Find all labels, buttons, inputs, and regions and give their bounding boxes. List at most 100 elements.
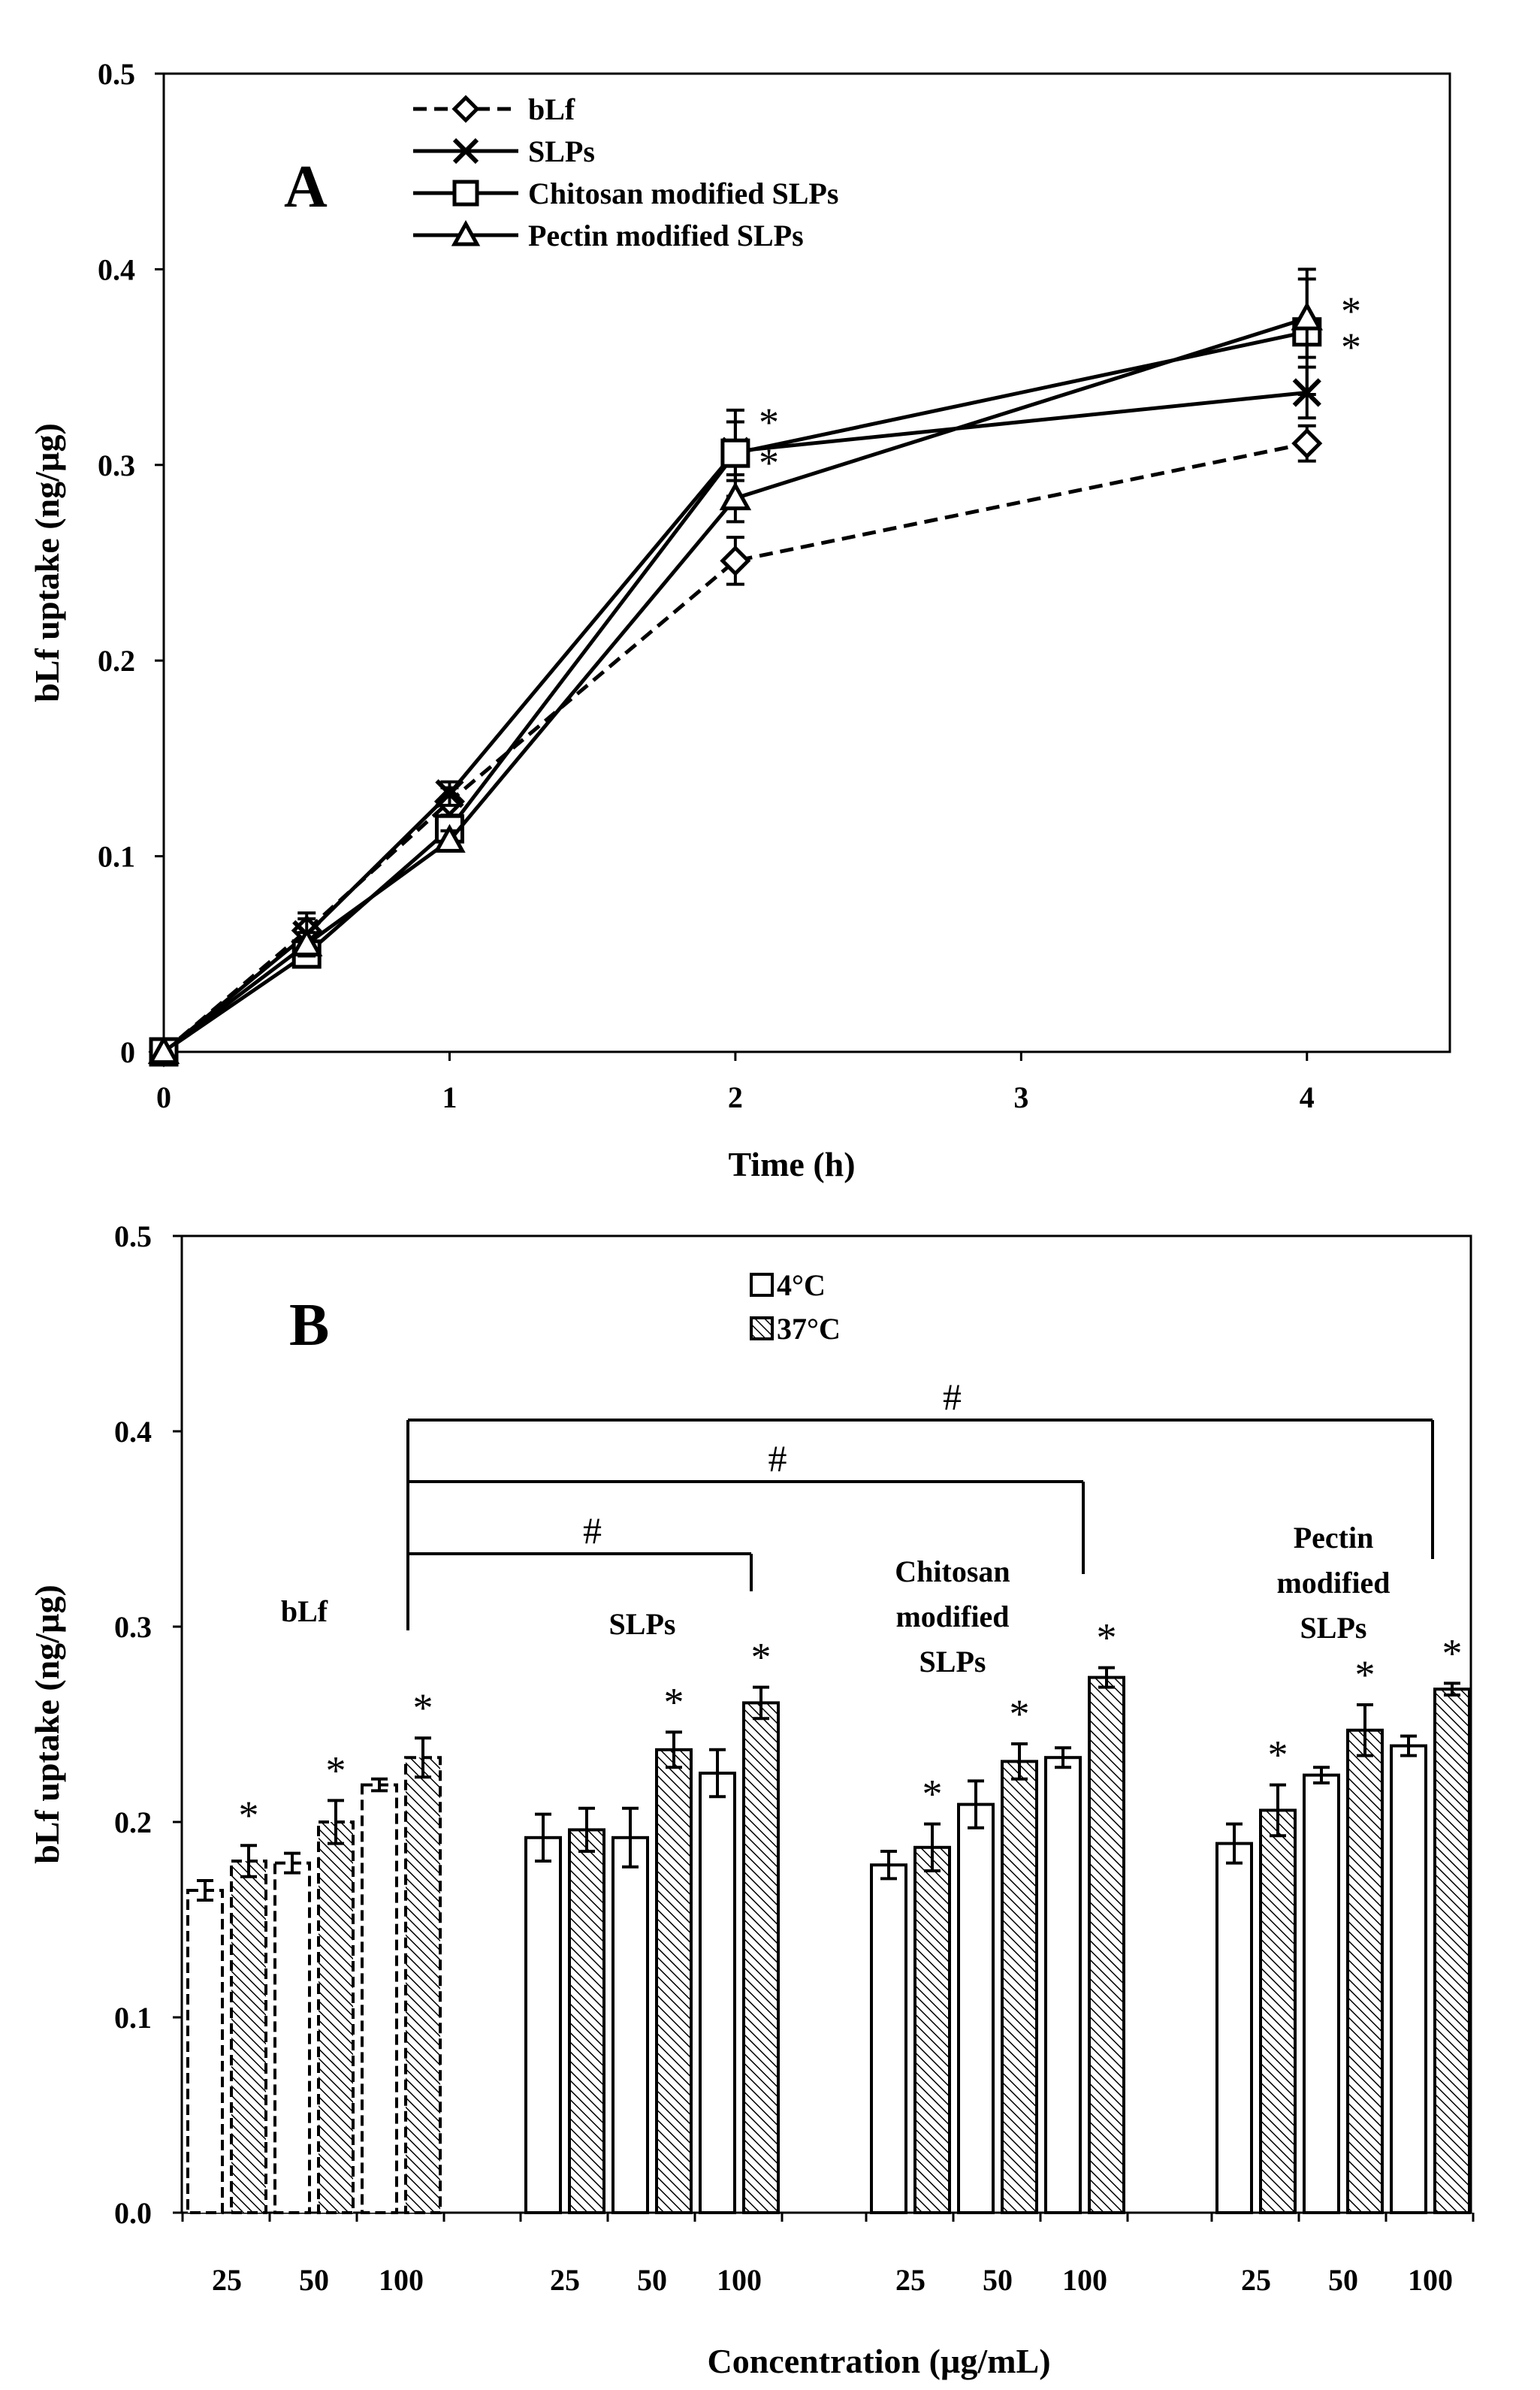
bar-37c (1259, 1808, 1297, 2214)
x-axis-title-a: Time (h) (728, 1145, 855, 1183)
significance-star-b: * (239, 1793, 259, 1838)
significance-star-b: * (1355, 1652, 1375, 1697)
bar-4c (1044, 1756, 1082, 2214)
marker-triangle (433, 823, 466, 853)
significance-star-a: * (759, 400, 779, 445)
y-tick-label-a: 0.4 (98, 252, 135, 286)
x-tick-label-a: 2 (728, 1080, 743, 1114)
bar-4c (524, 1836, 562, 2215)
marker-square (720, 438, 750, 468)
series-line (162, 441, 1308, 1053)
group-label-line: Pectin (1294, 1521, 1374, 1555)
bar-4c (957, 1802, 995, 2215)
x-tick-label-a: 3 (1013, 1080, 1028, 1114)
x-tick-label-a: 4 (1300, 1080, 1315, 1114)
bar-37c (230, 1860, 267, 2214)
marker-triangle (1291, 301, 1324, 331)
bar-group-0: * * * bLf (186, 1594, 442, 2215)
group-label-line: SLPs (1300, 1611, 1367, 1645)
series-2 (149, 267, 1322, 1067)
bar-37c (404, 1756, 442, 2214)
bar-4c (699, 1772, 736, 2214)
bar-group-3: * * * Pectin modified SLPs (1215, 1521, 1471, 2215)
marker-x-stroke (452, 137, 479, 165)
legend-swatch (750, 1273, 774, 1297)
marker-diamond (1291, 428, 1323, 459)
x-tick-label-b: 25 (895, 2263, 926, 2297)
significance-hash: # (943, 1376, 962, 1418)
y-axis-title-a: bLf uptake (ng/µg) (28, 423, 66, 702)
y-tick-label-a: 0.3 (98, 449, 135, 482)
x-tick-label-b: 50 (299, 2263, 329, 2297)
significance-star-a: * (759, 440, 779, 485)
x-tick-label-b: 25 (550, 2263, 580, 2297)
significance-star-b: * (751, 1635, 772, 1680)
bar-37c (317, 1820, 355, 2214)
bar-37c (1433, 1688, 1471, 2214)
marker-x (435, 779, 464, 808)
marker-square (452, 180, 479, 207)
bar-37c (568, 1828, 605, 2214)
legend-label: Pectin modified SLPs (528, 219, 804, 252)
group-label-line: SLPs (609, 1607, 676, 1641)
legend-label: Chitosan modified SLPs (528, 177, 838, 210)
significance-star-a: * (1341, 325, 1361, 370)
legend-label: SLPs (528, 134, 595, 168)
y-tick-label-b: 0.5 (114, 1219, 152, 1253)
significance-star-b: * (922, 1772, 943, 1817)
group-label-line: Chitosan (895, 1555, 1010, 1588)
group-label-line: bLf (281, 1594, 328, 1628)
x-tick-label-a: 0 (156, 1080, 171, 1114)
y-tick-label-b: 0.1 (114, 2001, 152, 2035)
marker-triangle (451, 219, 481, 246)
y-tick-label-b: 0.0 (114, 2196, 152, 2230)
x-tick-label-b: 100 (717, 2263, 762, 2297)
y-tick-label-a: 0 (120, 1035, 135, 1069)
legend-label: 37°C (777, 1312, 841, 1346)
y-tick-label-a: 0.1 (98, 840, 135, 874)
significance-star-b: * (1442, 1630, 1463, 1675)
significance-hash: # (583, 1509, 602, 1552)
x-tick-label-b: 25 (212, 2263, 242, 2297)
bar-37c (742, 1701, 780, 2214)
significance-star-b: * (1010, 1691, 1030, 1736)
y-axis-title-b: bLf uptake (ng/µg) (28, 1585, 66, 1864)
y-tick-label-b: 0.3 (114, 1610, 152, 1644)
panel-label-a: A (284, 154, 328, 220)
series-3 (147, 277, 1324, 1065)
marker-triangle (719, 481, 752, 511)
significance-star-b: * (326, 1748, 346, 1793)
significance-star-b: * (413, 1685, 433, 1730)
legend-label: 4°C (777, 1268, 826, 1302)
significance-star-b: * (1097, 1615, 1117, 1660)
bar-4c (611, 1836, 649, 2215)
bar-4c (361, 1783, 398, 2215)
significance-star-b: * (664, 1679, 684, 1724)
bar-4c (870, 1863, 907, 2214)
marker-x (452, 137, 479, 165)
x-tick-label-b: 100 (1408, 2263, 1453, 2297)
panel-label-b: B (289, 1292, 329, 1358)
x-tick-label-b: 25 (1241, 2263, 1271, 2297)
legend-swatch (750, 1316, 774, 1340)
y-tick-label-a: 0.2 (98, 644, 135, 678)
bar-group-2: * * * Chitosan modified SLPs (870, 1555, 1125, 2215)
marker-triangle (147, 1035, 180, 1065)
plot-area-a (162, 72, 1451, 1053)
x-tick-label-a: 1 (442, 1080, 457, 1114)
significance-star-a: * (1341, 289, 1361, 334)
x-axis-title-b: Concentration (µg/mL) (707, 2342, 1050, 2380)
bar-4c (186, 1889, 224, 2214)
bar-4c (1303, 1773, 1340, 2215)
bar-37c (1088, 1675, 1125, 2215)
bar-37c (1001, 1760, 1038, 2214)
bar-4c (273, 1861, 311, 2215)
legend-b: 4°C 37°C (750, 1268, 841, 1346)
group-label-line: SLPs (919, 1645, 986, 1678)
x-tick-label-b: 50 (637, 2263, 667, 2297)
x-tick-label-b: 100 (379, 2263, 424, 2297)
bar-37c (1346, 1728, 1384, 2215)
group-label-line: modified (895, 1600, 1009, 1633)
